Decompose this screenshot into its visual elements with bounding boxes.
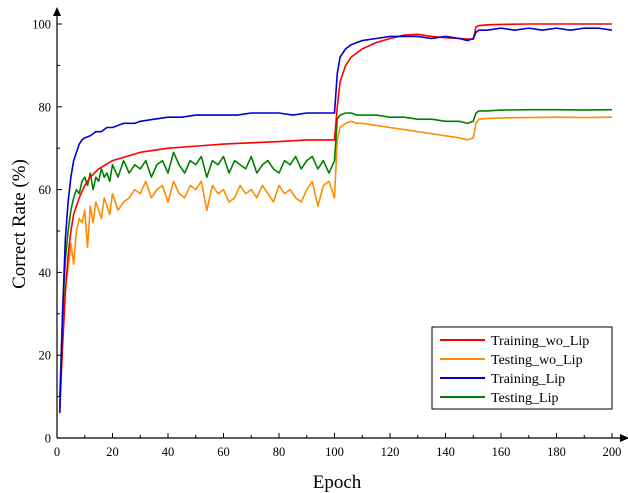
axes: 0 20 40 60 80 100 120 140 160 180 200 0 20 40 60 80 100	[32, 7, 628, 459]
y-axis-arrow	[53, 7, 61, 16]
x-tick-label: 160	[492, 445, 511, 459]
legend-label: Training_Lip	[491, 372, 565, 387]
x-ticks: 0 20 40 60 80 100 120 140 160 180 200	[54, 433, 622, 459]
y-axis-title: Correct Rate (%)	[9, 159, 30, 289]
x-tick-label: 120	[381, 445, 400, 459]
y-tick-label: 40	[39, 266, 52, 280]
y-tick-label: 80	[39, 100, 52, 114]
series-line-training-lip	[58, 27, 613, 414]
x-axis-arrow	[620, 434, 628, 442]
series-line-testing-lip	[58, 108, 613, 397]
series-line-testing-wo-lip	[58, 116, 613, 405]
y-tick-label: 0	[45, 432, 51, 446]
plot-lines	[58, 23, 613, 414]
x-tick-label: 40	[162, 445, 175, 459]
legend-label: Training_wo_Lip	[491, 334, 589, 349]
x-tick-label: 100	[325, 445, 344, 459]
x-tick-label: 140	[436, 445, 455, 459]
legend-label: Testing_wo_Lip	[491, 353, 583, 368]
x-tick-label: 60	[217, 445, 230, 459]
y-ticks: 0 20 40 60 80 100	[32, 18, 62, 446]
y-tick-label: 60	[39, 183, 52, 197]
x-tick-label: 200	[603, 445, 622, 459]
x-tick-label: 80	[273, 445, 286, 459]
legend-label: Testing_Lip	[491, 391, 558, 406]
x-axis-title: Epoch	[313, 472, 362, 493]
x-tick-label: 180	[547, 445, 566, 459]
y-tick-label: 20	[39, 349, 52, 363]
legend: Training_wo_Lip Testing_wo_Lip Training_Li…	[431, 326, 613, 410]
x-tick-label: 20	[106, 445, 119, 459]
x-tick-label: 0	[54, 445, 60, 459]
series-line-training-wo-lip	[58, 23, 612, 410]
y-tick-label: 100	[32, 18, 51, 32]
